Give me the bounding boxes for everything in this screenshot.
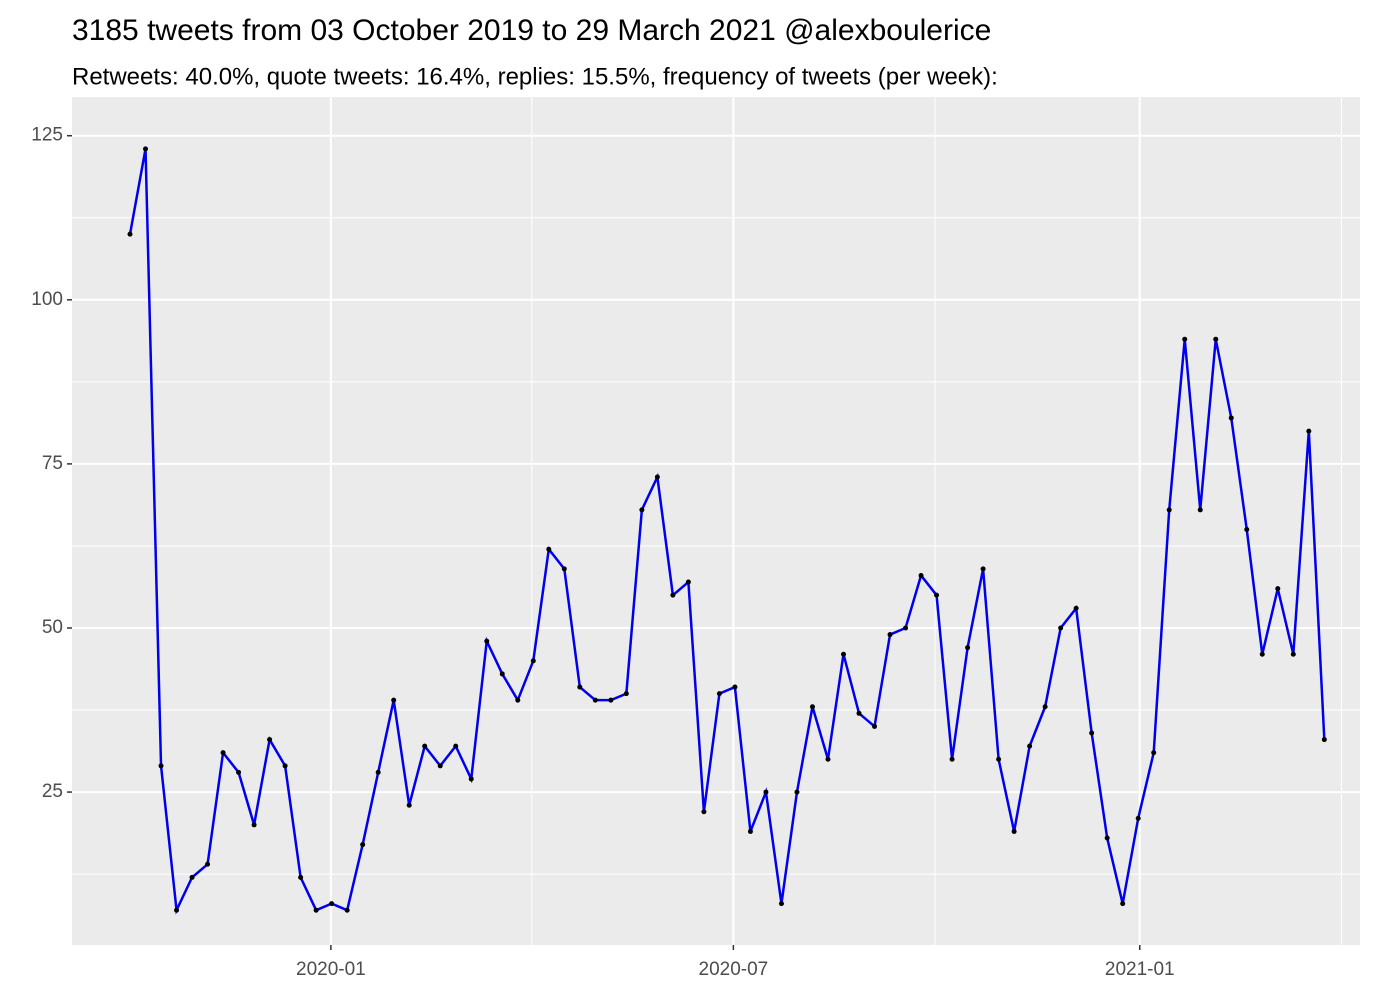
data-point: [143, 146, 149, 152]
data-point: [763, 789, 769, 795]
data-point: [189, 874, 195, 880]
data-point: [1213, 336, 1219, 342]
plot-panel: [72, 97, 1360, 945]
data-point: [965, 645, 971, 651]
data-point: [670, 592, 676, 598]
data-point: [887, 632, 893, 638]
data-point: [1011, 828, 1017, 834]
data-point: [1306, 428, 1312, 434]
data-point: [251, 822, 257, 828]
data-point: [1321, 737, 1327, 743]
data-point: [608, 697, 614, 703]
chart-title: 3185 tweets from 03 October 2019 to 29 M…: [72, 14, 991, 47]
x-tick-label: 2020-07: [699, 959, 769, 980]
data-point: [1073, 605, 1079, 611]
y-tick-label: 75: [42, 453, 63, 474]
y-tick-label: 50: [42, 617, 63, 638]
data-point: [1182, 336, 1188, 342]
data-point: [127, 231, 133, 237]
data-point: [747, 828, 753, 834]
data-point: [623, 691, 629, 697]
data-point: [639, 507, 645, 513]
data-point: [1058, 625, 1064, 631]
data-point: [1275, 586, 1281, 592]
data-point: [158, 763, 164, 769]
data-point: [1104, 835, 1110, 841]
data-point: [561, 566, 567, 572]
data-point: [716, 691, 722, 697]
data-point: [1135, 815, 1141, 821]
data-point: [515, 697, 521, 703]
data-point: [809, 704, 815, 710]
data-point: [1259, 651, 1265, 657]
data-point: [391, 697, 397, 703]
data-point: [344, 907, 350, 913]
data-point: [1151, 750, 1157, 756]
data-point: [1197, 507, 1203, 513]
data-point: [236, 769, 242, 775]
data-point: [825, 756, 831, 762]
x-tick-label: 2020-01: [296, 959, 366, 980]
data-point: [654, 474, 660, 480]
data-point: [1166, 507, 1172, 513]
data-point: [934, 592, 940, 598]
data-point: [1228, 415, 1234, 421]
y-tick-label: 25: [42, 781, 63, 802]
data-point: [1089, 730, 1095, 736]
chart-subtitle: Retweets: 40.0%, quote tweets: 16.4%, re…: [72, 63, 998, 90]
data-point: [872, 723, 878, 729]
data-point: [592, 697, 598, 703]
data-point: [205, 861, 211, 867]
data-point: [422, 743, 428, 749]
data-point: [406, 802, 412, 808]
y-tick-label: 100: [31, 289, 63, 310]
data-point: [778, 901, 784, 907]
data-point: [840, 651, 846, 657]
data-point: [1290, 651, 1296, 657]
data-point: [375, 769, 381, 775]
data-point: [1120, 901, 1126, 907]
data-point: [499, 671, 505, 677]
data-point: [794, 789, 800, 795]
data-line: [128, 148, 1326, 915]
data-point: [546, 546, 552, 552]
data-point: [267, 737, 273, 743]
data-point: [701, 809, 707, 815]
data-point: [453, 743, 459, 749]
data-point: [732, 684, 738, 690]
data-point: [856, 710, 862, 716]
data-point: [282, 763, 288, 769]
data-point: [1042, 704, 1048, 710]
data-point: [1027, 743, 1033, 749]
data-point: [313, 907, 319, 913]
y-tick-label: 125: [31, 125, 63, 146]
data-point: [468, 776, 474, 782]
data-point: [918, 572, 924, 578]
data-point: [484, 638, 490, 644]
data-point: [903, 625, 909, 631]
data-point: [437, 763, 443, 769]
data-point: [530, 658, 536, 664]
data-point: [980, 566, 986, 572]
data-point: [949, 756, 955, 762]
data-point: [1244, 527, 1250, 533]
data-point: [685, 579, 691, 585]
data-point: [360, 842, 366, 848]
data-point: [329, 901, 335, 907]
data-point: [996, 756, 1002, 762]
data-point: [220, 750, 226, 756]
data-point: [174, 907, 180, 913]
x-tick-label: 2021-01: [1105, 959, 1175, 980]
data-point: [577, 684, 583, 690]
data-point: [298, 874, 304, 880]
